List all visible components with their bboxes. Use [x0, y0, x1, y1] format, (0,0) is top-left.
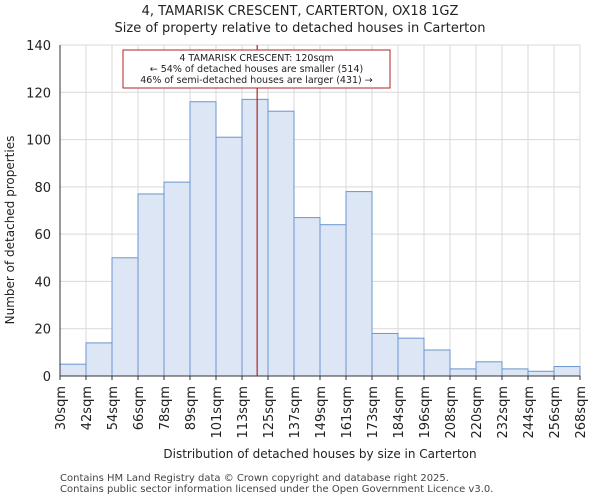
histogram-bar	[293, 217, 321, 377]
histogram-bar	[137, 193, 165, 377]
histogram-bar	[553, 366, 581, 377]
x-tick-label: 78sqm	[158, 386, 173, 430]
histogram-bar	[319, 224, 347, 377]
histogram-bar	[163, 181, 191, 377]
x-tick-label: 125sqm	[262, 386, 277, 439]
x-tick-label: 42sqm	[80, 386, 95, 430]
x-tick-label: 66sqm	[132, 386, 147, 430]
histogram-bar	[423, 349, 451, 377]
x-tick-label: 208sqm	[444, 386, 459, 439]
annotation-line: 4 TAMARISK CRESCENT: 120sqm	[179, 53, 333, 64]
histogram-bar	[371, 332, 399, 377]
histogram-bar	[215, 136, 243, 377]
y-tick-label: 120	[26, 86, 51, 101]
y-tick-label: 20	[34, 323, 51, 338]
x-tick-label: 244sqm	[522, 386, 537, 439]
histogram-bar	[397, 337, 425, 377]
x-tick-labels: 30sqm 42sqm 54sqm 66sqm 78sqm 89sqm 101sqm 113s…	[54, 386, 589, 439]
annotation-box	[122, 49, 391, 89]
footer-line-1: Contains HM Land Registry data © Crown c…	[60, 473, 449, 484]
x-tick-label: 30sqm	[54, 386, 69, 430]
histogram-bar	[449, 368, 477, 377]
footer: Contains HM Land Registry data © Crown c…	[60, 473, 493, 495]
x-tick-label: 256sqm	[548, 386, 563, 439]
histogram-bar	[111, 257, 139, 377]
property-marker: 4 TAMARISK CRESCENT: 120sqm← 54% of deta…	[122, 45, 391, 376]
chart-title: 4, TAMARISK CRESCENT, CARTERTON, OX18 1G…	[142, 4, 459, 19]
histogram-bar	[267, 110, 295, 377]
histogram-bar	[241, 98, 269, 377]
bars	[59, 98, 581, 377]
annotation-line: ← 54% of detached houses are smaller (51…	[150, 64, 363, 75]
y-tick-label: 0	[43, 370, 51, 385]
histogram-bar	[59, 363, 87, 377]
x-tick-label: 54sqm	[106, 386, 121, 430]
histogram-bar	[475, 361, 503, 377]
x-tick-label: 161sqm	[340, 386, 355, 439]
histogram-bar	[501, 368, 529, 377]
chart-subtitle: Size of property relative to detached ho…	[115, 21, 486, 36]
y-tick-label: 60	[34, 228, 51, 243]
x-axis-label: Distribution of detached houses by size …	[163, 447, 476, 461]
histogram-bar	[345, 191, 373, 377]
histogram-bar	[85, 342, 113, 377]
x-tick-label: 149sqm	[314, 386, 329, 439]
y-tick-label: 100	[26, 134, 51, 149]
y-axis-label: Number of detached properties	[3, 136, 17, 325]
x-tick-label: 268sqm	[574, 386, 589, 439]
histogram-bar	[189, 101, 217, 377]
x-tick-label: 101sqm	[210, 386, 225, 439]
y-tick-labels: 0 20 40 60 80 100 120 140	[26, 39, 51, 385]
x-tick-label: 137sqm	[288, 386, 303, 439]
x-tick-label: 173sqm	[366, 386, 381, 439]
x-tick-label: 89sqm	[184, 386, 199, 430]
y-tick-label: 80	[34, 181, 51, 196]
histogram-bar	[527, 370, 555, 377]
annotation-line: 46% of semi-detached houses are larger (…	[140, 75, 373, 86]
y-tick-label: 40	[34, 275, 51, 290]
y-tick-label: 140	[26, 39, 51, 54]
axes	[59, 45, 581, 380]
x-tick-label: 196sqm	[418, 386, 433, 439]
x-tick-label: 184sqm	[392, 386, 407, 439]
footer-line-2: Contains public sector information licen…	[60, 484, 494, 495]
x-tick-label: 113sqm	[236, 386, 251, 439]
x-tick-label: 220sqm	[470, 386, 485, 439]
x-tick-label: 232sqm	[496, 386, 511, 439]
